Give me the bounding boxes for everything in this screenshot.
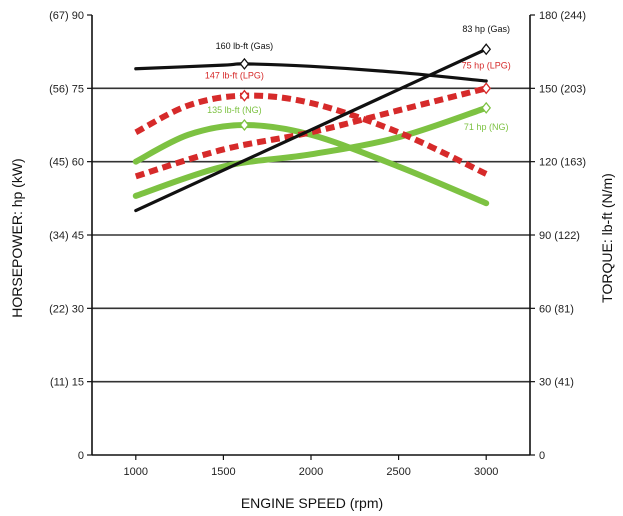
series-line-torque-ng	[132, 121, 490, 207]
peak-marker	[239, 118, 250, 132]
right-tick-label: 30 (41)	[539, 377, 574, 389]
peak-annotation-label: 135 lb-ft (NG)	[207, 105, 262, 115]
right-tick-label: 90 (122)	[539, 230, 580, 242]
peak-annotation-label: 83 hp (Gas)	[462, 24, 510, 34]
peak-marker	[481, 82, 492, 95]
left-tick-label: (67) 90	[49, 10, 84, 22]
right-axis-title: TORQUE: lb-ft (N/m)	[599, 173, 615, 303]
series-line-torque-lpg	[134, 92, 488, 177]
series-line-hp-gas	[134, 47, 488, 213]
left-tick-label: (22) 30	[49, 303, 84, 315]
left-tick-label: (45) 60	[49, 157, 84, 169]
series-layer	[132, 47, 490, 213]
left-tick-label: (56) 75	[49, 83, 84, 95]
left-tick-label: 0	[78, 450, 84, 462]
right-tick-label: 0	[539, 450, 545, 462]
peak-annotation-label: 147 lb-ft (LPG)	[205, 71, 264, 81]
peak-marker	[481, 43, 492, 56]
series-line-hp-lpg	[134, 85, 487, 180]
peak-marker	[239, 57, 250, 70]
peak-marker	[239, 89, 250, 102]
left-tick-label: (11) 15	[50, 377, 84, 389]
tick-labels: (67) 90 (56) 75 (45) 60 (34) 45 (22) 30 (11) …	[49, 10, 586, 478]
x-tick-label: 3000	[474, 466, 498, 478]
left-tick-label: (34) 45	[49, 230, 84, 242]
peak-annotation-label: 71 hp (NG)	[464, 122, 509, 132]
annotations: 160 lb-ft (Gas) 83 hp (Gas) 147 lb-ft (LPG…	[205, 24, 511, 132]
peak-annotation-label: 160 lb-ft (Gas)	[216, 41, 274, 51]
series-line-hp-ng	[132, 104, 490, 199]
x-tick-label: 1500	[211, 466, 235, 478]
x-axis-title: ENGINE SPEED (rpm)	[241, 495, 383, 511]
x-tick-label: 2000	[299, 466, 323, 478]
x-tick-label: 1000	[124, 466, 148, 478]
peak-annotation-label: 75 hp (LPG)	[462, 60, 511, 70]
right-tick-label: 60 (81)	[539, 303, 574, 315]
right-tick-label: 120 (163)	[539, 157, 586, 169]
series-line-torque-gas	[134, 62, 488, 83]
right-tick-label: 180 (244)	[539, 10, 586, 22]
left-axis-title: HORSEPOWER: hp (kW)	[9, 158, 25, 317]
right-tick-label: 150 (203)	[539, 83, 586, 95]
peak-marker	[481, 101, 492, 114]
x-tick-label: 2500	[386, 466, 410, 478]
